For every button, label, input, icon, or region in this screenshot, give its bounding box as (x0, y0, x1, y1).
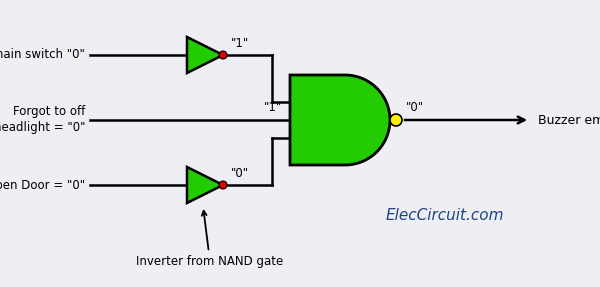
Text: Open Door = "0": Open Door = "0" (0, 179, 85, 191)
Polygon shape (187, 167, 223, 203)
Circle shape (390, 114, 402, 126)
Text: "1": "1" (264, 101, 282, 114)
Polygon shape (290, 75, 390, 165)
Text: "0": "0" (406, 101, 424, 114)
Text: Close main switch "0": Close main switch "0" (0, 49, 85, 61)
Text: Forgot to off
headlight = "0": Forgot to off headlight = "0" (0, 106, 85, 135)
Text: ElecCircuit.com: ElecCircuit.com (386, 208, 504, 222)
Text: "0": "0" (231, 167, 249, 180)
Text: "1": "1" (231, 37, 249, 50)
Polygon shape (187, 37, 223, 73)
Circle shape (219, 181, 227, 189)
Text: Inverter from NAND gate: Inverter from NAND gate (136, 211, 284, 268)
Circle shape (219, 51, 227, 59)
Text: Buzzer emits: Buzzer emits (538, 113, 600, 127)
